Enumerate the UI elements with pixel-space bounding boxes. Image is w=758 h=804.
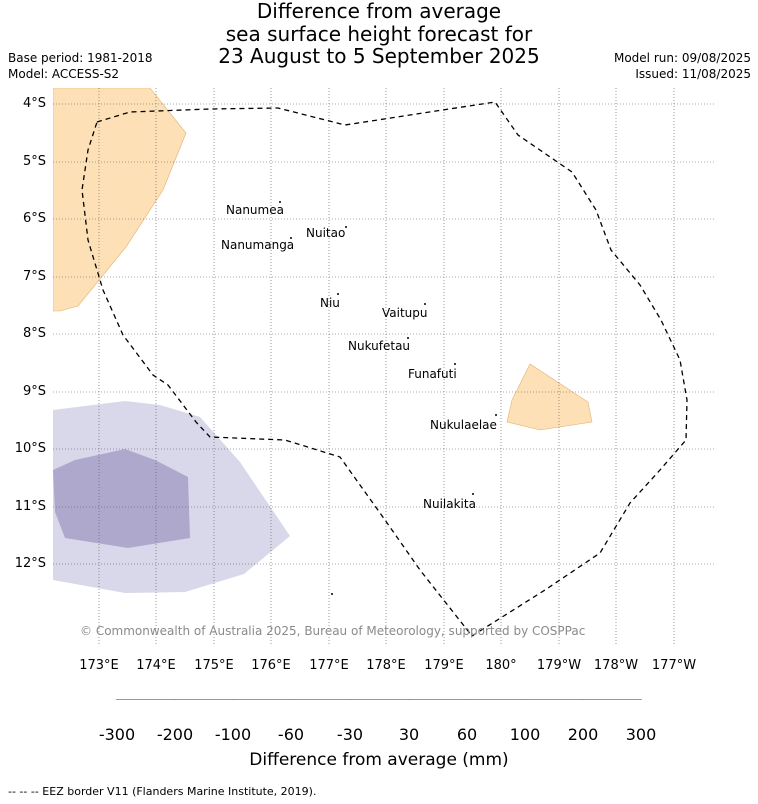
colorbar-tick: -300 bbox=[98, 725, 136, 744]
anomaly-region-positive-e bbox=[506, 363, 593, 431]
y-tick-label: 9°S bbox=[22, 384, 46, 399]
title-line-3: 23 August to 5 September 2025 bbox=[218, 44, 540, 68]
colorbar-tick: 100 bbox=[509, 725, 541, 744]
x-tick-label: 174°E bbox=[136, 658, 176, 673]
y-tick-label: 5°S bbox=[22, 154, 46, 169]
y-tick-label: 4°S bbox=[22, 96, 46, 111]
forecast-map bbox=[53, 88, 714, 700]
eez-legend-note: -- -- -- EEZ border V11 (Flanders Marine… bbox=[8, 785, 317, 798]
issued-date: Issued: 11/08/2025 bbox=[635, 67, 751, 81]
island-label-nanumanga: Nanumanga bbox=[221, 238, 295, 252]
colorbar-tick: 300 bbox=[625, 725, 657, 744]
x-tick-label: 179°W bbox=[536, 658, 582, 673]
x-tick-label: 180° bbox=[485, 658, 517, 673]
island-label-vaitupu: Vaitupu bbox=[382, 306, 428, 320]
title-line-1: Difference from average bbox=[256, 0, 502, 23]
colorbar-tick: 30 bbox=[398, 725, 420, 744]
island-label-nuitao: Nuitao bbox=[306, 226, 346, 240]
colorbar-label: Difference from average (mm) bbox=[249, 750, 509, 770]
y-tick-label: 12°S bbox=[14, 556, 46, 571]
x-tick-label: 177°E bbox=[309, 658, 349, 673]
y-tick-label: 11°S bbox=[14, 499, 46, 514]
colorbar-tick: -60 bbox=[277, 725, 305, 744]
island-label-nanumea: Nanumea bbox=[226, 203, 284, 217]
y-tick-label: 8°S bbox=[22, 326, 46, 341]
island-label-niu: Niu bbox=[320, 296, 340, 310]
y-tick-label: 6°S bbox=[22, 211, 46, 226]
x-tick-label: 179°E bbox=[424, 658, 464, 673]
title-line-2: sea surface height forecast for bbox=[225, 22, 533, 46]
x-tick-label: 173°E bbox=[79, 658, 119, 673]
x-tick-label: 176°E bbox=[251, 658, 291, 673]
x-tick-label: 175°E bbox=[194, 658, 234, 673]
y-tick-label: 7°S bbox=[22, 269, 46, 284]
base-period: Base period: 1981-2018 bbox=[8, 51, 153, 65]
x-tick-label: 177°W bbox=[651, 658, 697, 673]
anomaly-region-positive-nw bbox=[53, 88, 187, 312]
island-label-funafuti: Funafuti bbox=[408, 367, 457, 381]
y-tick-label: 10°S bbox=[14, 441, 46, 456]
island-label-nukufetau: Nukufetau bbox=[348, 339, 411, 353]
eez-border bbox=[81, 101, 688, 637]
x-tick-label: 178°E bbox=[366, 658, 406, 673]
island-label-nukulaelae: Nukulaelae bbox=[430, 418, 497, 432]
x-tick-label: 178°W bbox=[593, 658, 639, 673]
island-label-nuilakita: Nuilakita bbox=[423, 497, 476, 511]
model-run: Model run: 09/08/2025 bbox=[613, 51, 751, 65]
colorbar-tick: 200 bbox=[567, 725, 599, 744]
model-name: Model: ACCESS-S2 bbox=[8, 67, 120, 81]
colorbar-tick: -200 bbox=[156, 725, 194, 744]
colorbar-tick: 60 bbox=[456, 725, 478, 744]
colorbar-tick: -100 bbox=[214, 725, 252, 744]
colorbar-tick: -30 bbox=[336, 725, 364, 744]
copyright-notice: © Commonwealth of Australia 2025, Bureau… bbox=[80, 624, 586, 638]
